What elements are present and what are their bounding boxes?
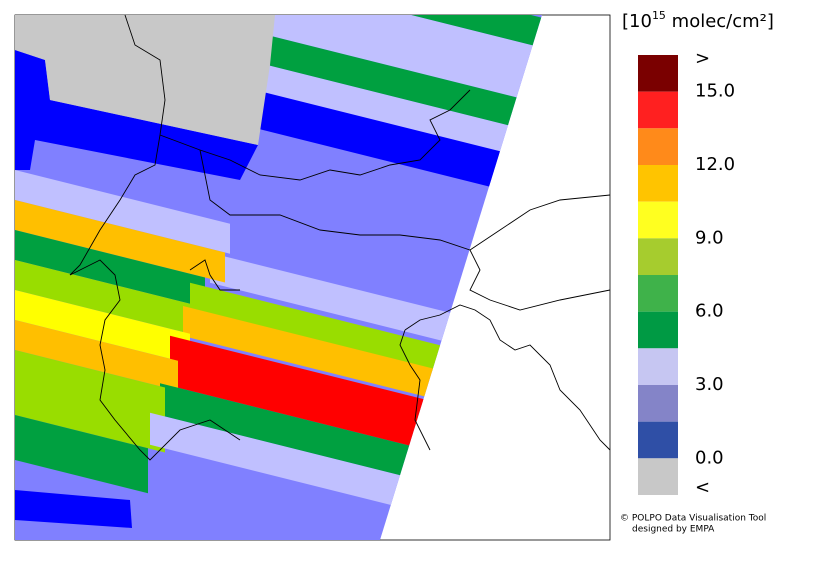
swath-strip (200, 15, 542, 63)
colorbar-cell (638, 275, 678, 312)
borders (69, 14, 611, 461)
colorbar-label: 6.0 (695, 301, 724, 322)
colorbar-cell (638, 165, 678, 202)
colorbar-cell (638, 128, 678, 165)
colorbar-cell (638, 421, 678, 459)
colorbar-label: 9.0 (695, 227, 724, 248)
swath-strip (15, 200, 225, 283)
colorbar-cell (638, 201, 678, 239)
swath-strip (15, 350, 165, 453)
colorbar-label: 15.0 (695, 81, 735, 102)
swath-strip (15, 260, 200, 337)
legend-title-exponent: 15 (652, 9, 666, 22)
colorbar-cell (638, 238, 678, 275)
colorbar-label: < (695, 477, 710, 498)
colorbar-cell (638, 458, 678, 495)
legend-title-base: [10 (622, 11, 652, 32)
swath-strip (15, 170, 230, 254)
colorbar-label: 12.0 (695, 154, 735, 175)
swath-strip (15, 230, 205, 308)
swath-strip (15, 50, 258, 180)
colorbar-cell (638, 55, 678, 92)
colorbar-cell (638, 385, 678, 422)
swath-strip (15, 320, 178, 391)
colorbar-label: 3.0 (695, 374, 724, 395)
swath-strip (15, 15, 275, 145)
swath-strip (110, 15, 542, 119)
colorbar (638, 55, 678, 495)
credit-line: © POLPO Data Visualisation Tool (620, 514, 766, 524)
swath-strip (15, 490, 132, 528)
swath-strip (15, 415, 148, 494)
colorbar-label: 0.0 (695, 447, 724, 468)
legend-title: [1015 molec/cm²] (622, 9, 774, 32)
swath-strip (15, 290, 190, 364)
colorbar-cell (638, 311, 678, 349)
credit-line: designed by EMPA (632, 525, 715, 535)
legend-title-unit: molec/cm²] (666, 11, 774, 32)
colorbar-label: > (695, 48, 710, 69)
colorbar-cell (638, 348, 678, 385)
colorbar-cell (638, 91, 678, 129)
